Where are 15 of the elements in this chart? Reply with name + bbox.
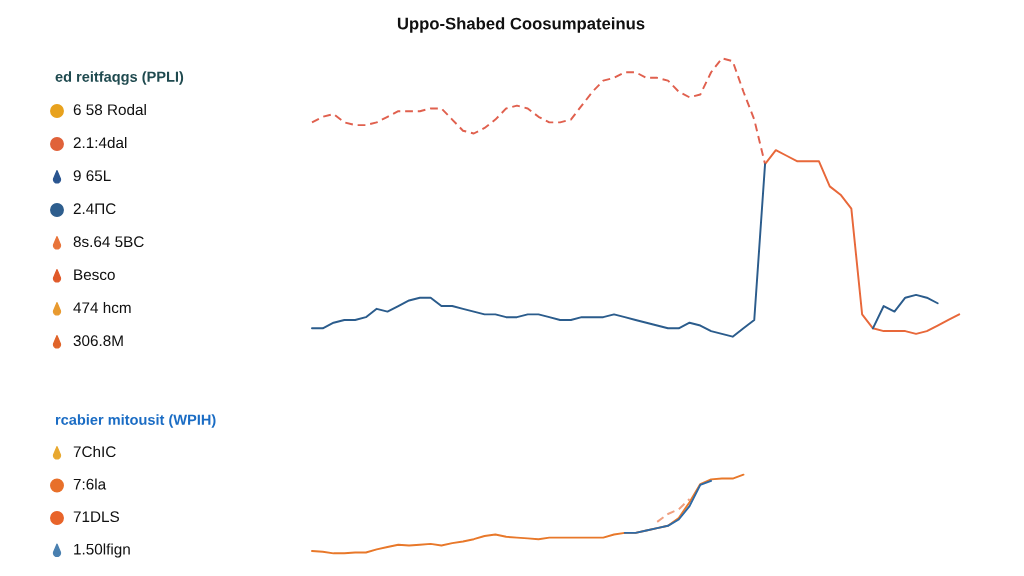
text: 1.50lfign — [74, 543, 130, 558]
text: 2.1:4dal — [73, 136, 127, 149]
text: 7ChIC — [73, 445, 116, 458]
text: 71DLS — [73, 511, 120, 523]
chart-title: Uppo-Shabed Coosumpateinus — [397, 17, 645, 33]
text: 306.8M — [73, 335, 123, 347]
text: 7:6la — [73, 478, 107, 490]
text: 6 58 Rodal — [73, 103, 146, 116]
text: rcabier mitousit (WPIH) — [55, 414, 216, 428]
text: Besco — [74, 269, 115, 281]
text: 474 hcm — [73, 301, 131, 314]
text: 8s.64 5BC — [73, 236, 144, 248]
text: 9 65L — [73, 170, 111, 182]
text: 2.4ПC — [73, 203, 116, 215]
text: ed reitfaqgs (PPLI) — [55, 71, 184, 85]
